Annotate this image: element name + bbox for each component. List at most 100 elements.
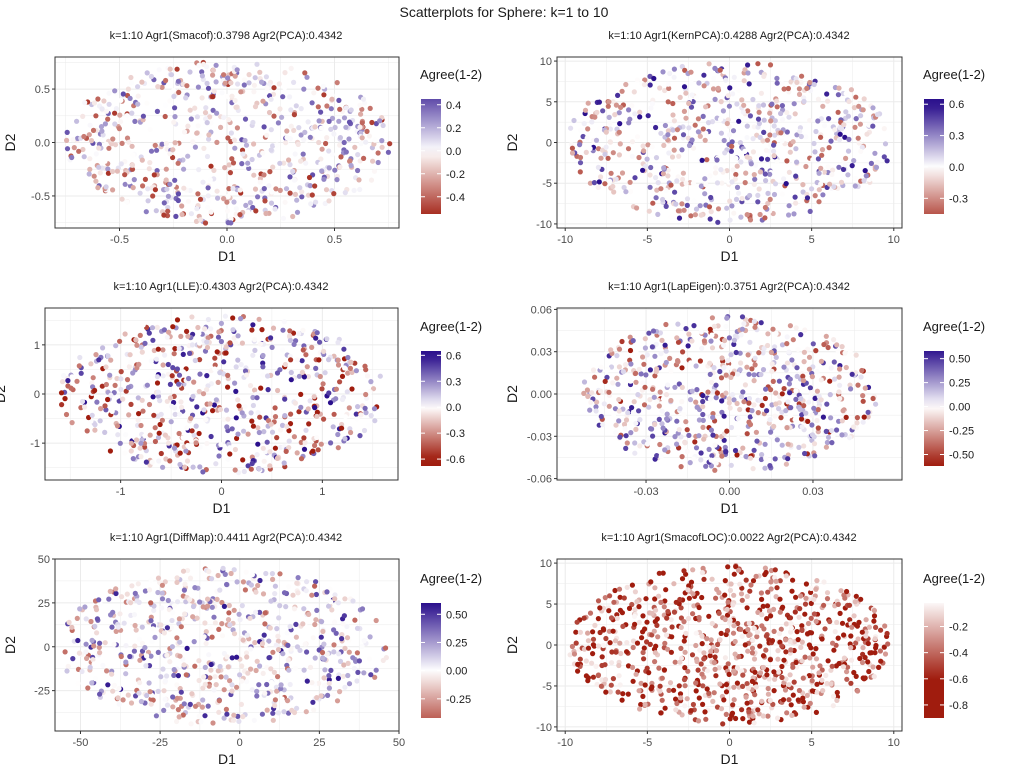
data-point xyxy=(275,120,281,126)
data-point xyxy=(859,367,865,374)
data-point xyxy=(370,158,376,164)
data-point xyxy=(646,404,652,410)
data-point xyxy=(362,100,368,106)
data-point xyxy=(296,331,302,337)
data-point xyxy=(771,148,777,154)
data-point xyxy=(191,379,197,385)
data-point xyxy=(241,468,247,475)
data-point xyxy=(660,396,667,402)
data-point xyxy=(723,323,729,329)
data-point xyxy=(646,208,652,214)
data-point xyxy=(339,373,346,379)
data-point xyxy=(788,625,795,631)
data-point xyxy=(195,324,201,331)
data-point xyxy=(697,647,703,653)
legend-colorbar xyxy=(421,99,441,214)
data-point xyxy=(825,169,831,176)
data-point xyxy=(164,334,170,340)
data-point xyxy=(233,206,239,212)
data-point xyxy=(319,386,325,392)
data-point xyxy=(730,128,737,134)
data-point xyxy=(238,89,244,95)
data-point xyxy=(79,398,86,405)
data-point xyxy=(794,629,800,635)
data-point xyxy=(280,215,286,221)
data-point xyxy=(233,415,239,421)
data-point xyxy=(685,343,691,349)
x-tick-label: 25 xyxy=(313,737,325,749)
data-point xyxy=(87,166,93,172)
data-point xyxy=(626,605,633,612)
data-point xyxy=(585,675,592,681)
panel-title: k=1:10 Agr1(LapEigen):0.3751 Agr2(PCA):0… xyxy=(608,281,850,293)
data-point xyxy=(160,464,166,470)
data-point xyxy=(587,407,593,413)
data-point xyxy=(602,662,608,668)
data-point xyxy=(230,717,237,723)
data-point xyxy=(278,427,284,433)
data-point xyxy=(647,367,654,373)
data-point xyxy=(616,673,622,679)
data-point xyxy=(845,664,851,670)
data-point xyxy=(118,161,124,167)
data-point xyxy=(192,585,198,591)
data-point xyxy=(870,105,876,111)
x-tick-label: 0.0 xyxy=(219,234,234,246)
data-point xyxy=(794,79,800,85)
data-point xyxy=(725,358,731,364)
data-point xyxy=(226,186,232,192)
data-point xyxy=(820,103,826,109)
data-point xyxy=(744,700,750,706)
data-point xyxy=(700,424,706,430)
data-point xyxy=(589,660,595,666)
data-point xyxy=(683,90,689,96)
data-point xyxy=(755,116,762,122)
data-point xyxy=(196,62,202,68)
data-point xyxy=(743,170,749,176)
data-point xyxy=(285,642,291,649)
data-point xyxy=(772,456,778,462)
data-point xyxy=(823,333,829,339)
data-point xyxy=(854,415,861,421)
data-point xyxy=(148,148,155,154)
data-point xyxy=(280,94,286,100)
data-point xyxy=(79,668,85,675)
data-point xyxy=(146,166,152,172)
data-point xyxy=(355,404,361,410)
data-point xyxy=(593,137,600,143)
data-point xyxy=(802,327,808,333)
data-point xyxy=(799,627,805,633)
data-point xyxy=(608,170,614,176)
data-point xyxy=(711,365,717,371)
data-point xyxy=(691,323,697,329)
data-point xyxy=(235,357,241,363)
data-point xyxy=(659,337,665,343)
data-point xyxy=(811,405,817,411)
data-point xyxy=(770,326,776,332)
data-point xyxy=(621,421,628,427)
data-point xyxy=(298,456,305,462)
data-point xyxy=(712,96,718,102)
data-point xyxy=(603,635,609,642)
data-point xyxy=(170,365,176,371)
data-point xyxy=(690,701,697,708)
data-point xyxy=(276,615,282,621)
data-point xyxy=(114,394,120,400)
data-point xyxy=(91,100,97,106)
data-point xyxy=(77,354,83,361)
data-point xyxy=(225,193,231,200)
data-point xyxy=(656,593,662,599)
data-point xyxy=(189,342,195,348)
data-point xyxy=(665,81,671,87)
data-point xyxy=(147,432,153,438)
data-point xyxy=(287,328,293,334)
data-point xyxy=(756,120,763,127)
data-point xyxy=(863,617,869,623)
data-point xyxy=(655,180,661,186)
data-point xyxy=(315,447,321,453)
data-point xyxy=(229,688,235,694)
data-point xyxy=(196,430,202,437)
data-point xyxy=(707,396,714,402)
data-point xyxy=(154,380,161,386)
